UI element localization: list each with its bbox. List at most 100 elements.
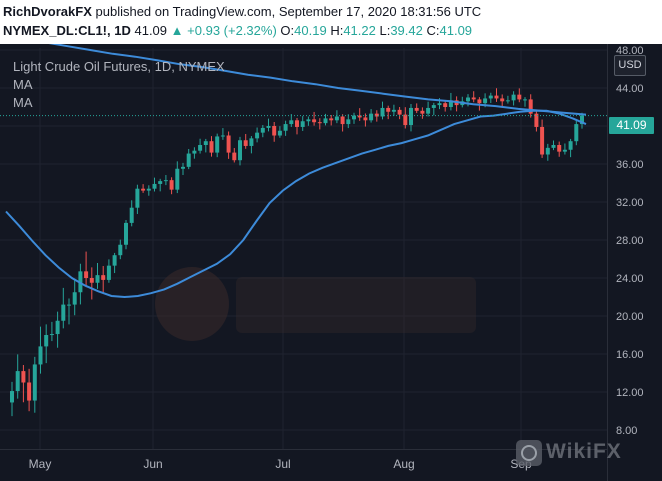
candle-body: [500, 98, 505, 102]
candle-body: [409, 107, 413, 126]
chart-legend: Light Crude Oil Futures, 1D, NYMEX MA MA: [13, 58, 225, 112]
publish-info: RichDvorakFX published on TradingView.co…: [3, 4, 481, 19]
candle-body: [72, 292, 77, 305]
last-price: 41.09: [134, 23, 168, 38]
candle-body: [89, 278, 94, 283]
candle-body: [505, 100, 510, 102]
candle-body: [175, 168, 180, 190]
candle-body: [517, 94, 522, 100]
close-value: 41.09: [439, 23, 473, 38]
candle-body: [283, 124, 288, 131]
candle-body: [152, 183, 157, 189]
currency-button[interactable]: USD: [614, 55, 646, 76]
publish-details: published on TradingView.com, September …: [95, 4, 482, 19]
candle-body: [528, 99, 533, 114]
candle-body: [277, 130, 282, 136]
watermark-text: WikiFX: [546, 440, 622, 463]
candle-body: [95, 275, 100, 283]
candle-body: [61, 304, 66, 321]
candle-body: [118, 244, 123, 256]
time-tick-label: May: [29, 457, 52, 471]
candle-body: [226, 135, 231, 153]
candle-body: [369, 113, 374, 121]
watermark-logo: [155, 267, 476, 341]
close-label: C:: [426, 23, 440, 38]
candle-body: [101, 275, 106, 280]
candle-body: [10, 391, 14, 403]
candle-body: [483, 98, 488, 104]
price-tick-label: 32.00: [616, 197, 644, 209]
candle-body: [300, 121, 305, 127]
candle-body: [124, 222, 128, 245]
high-label: H:: [330, 23, 344, 38]
price-change: +0.93 (+2.32%): [187, 23, 277, 38]
price-chart[interactable]: 8.00 12.00 16.00 20.00 24.00 28.00 32.00 36.00 4…: [0, 44, 662, 481]
candle-body: [169, 180, 174, 190]
price-tick-label: 44.00: [616, 83, 644, 95]
candle-body: [426, 107, 431, 114]
open-label: O:: [280, 23, 295, 38]
candle-body: [289, 120, 294, 125]
candle-body: [163, 180, 168, 182]
candle-body: [186, 153, 191, 167]
candle-body: [220, 135, 225, 137]
candle-body: [323, 118, 328, 124]
candle-body: [209, 141, 214, 153]
candle-body: [232, 152, 237, 161]
chart-area[interactable]: 8.00 12.00 16.00 20.00 24.00 28.00 32.00 36.00 4…: [0, 44, 662, 481]
candle-body: [44, 335, 49, 347]
author-name[interactable]: RichDvorakFX: [3, 4, 92, 19]
candle-body: [346, 119, 351, 125]
candle-body: [181, 166, 185, 169]
candle-body: [534, 113, 539, 127]
time-tick-label: Aug: [393, 457, 414, 471]
price-tick-label: 48.00: [616, 45, 644, 57]
candle-body: [380, 107, 385, 117]
candle-body: [203, 141, 208, 145]
candle-body: [67, 304, 71, 306]
ma-line-2: [48, 44, 587, 116]
candle-body: [238, 140, 242, 161]
legend-ma-1[interactable]: MA: [13, 77, 33, 92]
candle-body: [471, 97, 476, 100]
candle-body: [146, 188, 151, 191]
candle-body: [27, 382, 32, 401]
candle-body: [158, 181, 163, 184]
candle-body: [129, 207, 134, 223]
low-label: L:: [379, 23, 391, 38]
low-value: 39.42: [390, 23, 423, 38]
candle-body: [397, 109, 402, 115]
high-value: 41.22: [343, 23, 376, 38]
up-arrow-icon: ▲: [170, 23, 184, 38]
candle-body: [431, 105, 436, 108]
candle-body: [260, 127, 265, 133]
candle-body: [414, 107, 419, 111]
candles: [10, 88, 584, 417]
candle-body: [249, 138, 254, 146]
candle-body: [340, 116, 345, 125]
wikifx-watermark: [516, 440, 542, 466]
candle-body: [295, 120, 299, 127]
candle-body: [329, 118, 334, 121]
price-axis: 8.00 12.00 16.00 20.00 24.00 28.00 32.00 36.00 4…: [607, 44, 644, 481]
price-tick-label: 16.00: [616, 349, 644, 361]
legend-ma-2[interactable]: MA: [13, 95, 33, 110]
candle-body: [55, 320, 60, 335]
chart-header: RichDvorakFX published on TradingView.co…: [0, 0, 662, 44]
candle-body: [551, 145, 556, 148]
candle-body: [568, 141, 573, 150]
candle-body: [562, 149, 567, 152]
ma-line-1: [5, 109, 587, 299]
candle-body: [306, 119, 311, 122]
candle-body: [448, 100, 453, 107]
candle-body: [420, 110, 425, 114]
candle-body: [574, 124, 579, 142]
candle-body: [141, 188, 146, 191]
candle-body: [477, 99, 482, 104]
candle-body: [135, 188, 140, 208]
time-tick-label: Jul: [275, 457, 290, 471]
candle-body: [363, 117, 368, 121]
symbol-label[interactable]: NYMEX_DL:CL1!, 1D: [3, 23, 131, 38]
candle-body: [266, 126, 271, 128]
candle-body: [15, 371, 20, 392]
